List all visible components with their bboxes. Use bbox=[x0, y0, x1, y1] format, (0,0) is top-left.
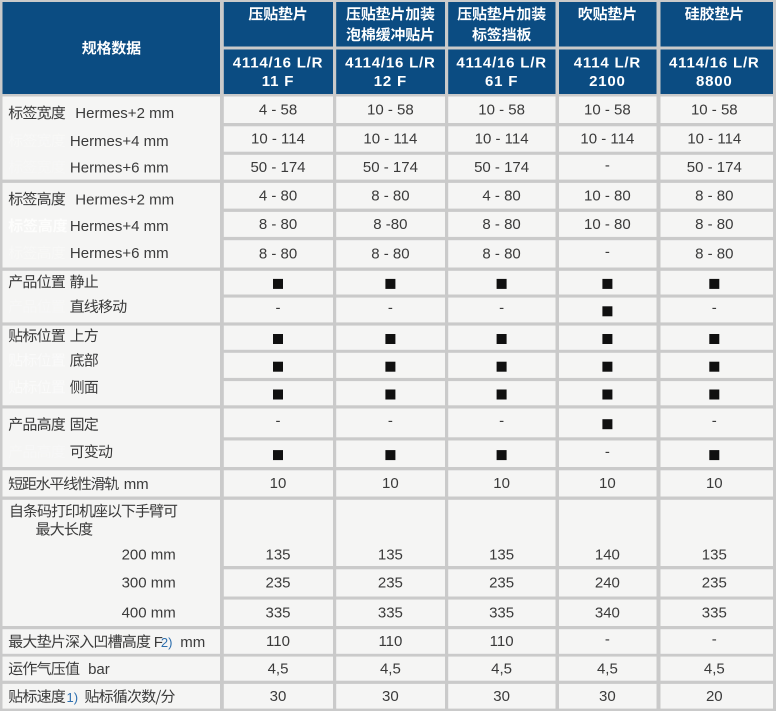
svg-text:61 F: 61 F bbox=[485, 73, 518, 90]
svg-text:4 - 80: 4 - 80 bbox=[259, 187, 297, 204]
svg-text:110: 110 bbox=[490, 633, 514, 650]
svg-text:235: 235 bbox=[378, 575, 403, 592]
svg-text:235: 235 bbox=[702, 575, 727, 592]
svg-text:110: 110 bbox=[378, 633, 402, 650]
svg-text:-: - bbox=[499, 300, 504, 317]
svg-text:12 F: 12 F bbox=[374, 73, 407, 90]
svg-text:110: 110 bbox=[266, 633, 290, 650]
svg-text:4114/16 L/R: 4114/16 L/R bbox=[669, 54, 760, 71]
svg-text:Hermes+4 mm: Hermes+4 mm bbox=[70, 218, 169, 235]
svg-text:-: - bbox=[712, 631, 717, 648]
svg-text:8 - 80: 8 - 80 bbox=[482, 216, 520, 233]
svg-text:10 - 58: 10 - 58 bbox=[367, 101, 414, 118]
svg-text:10 - 58: 10 - 58 bbox=[478, 101, 525, 118]
svg-text:30: 30 bbox=[493, 688, 510, 705]
svg-text:50 - 174: 50 - 174 bbox=[687, 159, 742, 176]
svg-text:340: 340 bbox=[595, 604, 620, 621]
svg-text:F: F bbox=[154, 634, 163, 651]
svg-text:4,5: 4,5 bbox=[380, 660, 401, 677]
svg-text:10 - 58: 10 - 58 bbox=[584, 101, 631, 118]
svg-text:8 - 80: 8 - 80 bbox=[695, 216, 733, 233]
svg-text:30: 30 bbox=[270, 688, 287, 705]
svg-text:10: 10 bbox=[382, 475, 399, 492]
svg-text:-: - bbox=[388, 300, 393, 317]
svg-text:4114/16 L/R: 4114/16 L/R bbox=[456, 54, 547, 71]
svg-text:135: 135 bbox=[378, 547, 403, 564]
svg-text:10 - 80: 10 - 80 bbox=[584, 216, 631, 233]
svg-text:mm: mm bbox=[180, 634, 205, 651]
svg-text:10 - 114: 10 - 114 bbox=[363, 131, 417, 148]
svg-text:8 - 80: 8 - 80 bbox=[371, 245, 409, 262]
svg-text:-: - bbox=[499, 413, 504, 430]
svg-text:8 - 80: 8 - 80 bbox=[695, 245, 733, 262]
svg-text:20: 20 bbox=[706, 688, 723, 705]
svg-text:-: - bbox=[605, 157, 610, 174]
svg-text:8800: 8800 bbox=[696, 73, 733, 90]
svg-text:4,5: 4,5 bbox=[268, 660, 289, 677]
svg-text:30: 30 bbox=[382, 688, 399, 705]
svg-text:10 - 114: 10 - 114 bbox=[251, 131, 305, 148]
svg-text:300 mm: 300 mm bbox=[122, 575, 176, 592]
svg-text:8 - 80: 8 - 80 bbox=[482, 245, 520, 262]
svg-text:8 - 80: 8 - 80 bbox=[695, 187, 733, 204]
svg-text:4114/16 L/R: 4114/16 L/R bbox=[233, 54, 324, 71]
svg-text:10 - 80: 10 - 80 bbox=[584, 187, 631, 204]
svg-text:bar: bar bbox=[88, 661, 110, 678]
svg-text:Hermes+6 mm: Hermes+6 mm bbox=[70, 245, 169, 262]
svg-text:Hermes+2 mm: Hermes+2 mm bbox=[75, 105, 174, 122]
svg-text:11 F: 11 F bbox=[262, 73, 294, 90]
svg-text:-: - bbox=[605, 244, 610, 261]
svg-text:10 - 114: 10 - 114 bbox=[687, 131, 741, 148]
svg-text:140: 140 bbox=[595, 547, 620, 564]
svg-text:8 -80: 8 -80 bbox=[373, 216, 407, 233]
svg-text:-: - bbox=[276, 300, 281, 317]
svg-text:4,5: 4,5 bbox=[491, 660, 512, 677]
svg-text:335: 335 bbox=[702, 604, 727, 621]
svg-text:4 - 58: 4 - 58 bbox=[259, 101, 297, 118]
svg-text:135: 135 bbox=[489, 547, 514, 564]
svg-text:2): 2) bbox=[161, 635, 173, 650]
svg-text:10 - 114: 10 - 114 bbox=[580, 131, 634, 148]
svg-text:135: 135 bbox=[702, 547, 727, 564]
svg-text:335: 335 bbox=[378, 604, 403, 621]
svg-text:50 - 174: 50 - 174 bbox=[363, 159, 418, 176]
svg-text:1): 1) bbox=[67, 690, 79, 705]
svg-text:-: - bbox=[605, 443, 610, 460]
svg-text:4114/16 L/R: 4114/16 L/R bbox=[345, 54, 436, 71]
svg-text:335: 335 bbox=[489, 604, 514, 621]
svg-text:4,5: 4,5 bbox=[597, 660, 618, 677]
svg-text:335: 335 bbox=[265, 604, 290, 621]
svg-text:mm: mm bbox=[124, 476, 149, 493]
svg-text:10 - 58: 10 - 58 bbox=[691, 101, 738, 118]
svg-text:2100: 2100 bbox=[589, 73, 626, 90]
svg-text:235: 235 bbox=[265, 575, 290, 592]
svg-text:Hermes+6 mm: Hermes+6 mm bbox=[70, 159, 169, 176]
svg-text:8 - 80: 8 - 80 bbox=[259, 216, 297, 233]
svg-text:-: - bbox=[388, 413, 393, 430]
svg-text:50 - 174: 50 - 174 bbox=[474, 159, 529, 176]
svg-text:400 mm: 400 mm bbox=[122, 604, 176, 621]
svg-text:240: 240 bbox=[595, 575, 620, 592]
svg-text:Hermes+2 mm: Hermes+2 mm bbox=[75, 191, 174, 208]
svg-text:30: 30 bbox=[599, 688, 616, 705]
svg-text:-: - bbox=[276, 413, 281, 430]
svg-text:-: - bbox=[712, 413, 717, 430]
svg-text:8 - 80: 8 - 80 bbox=[259, 245, 297, 262]
svg-text:8 - 80: 8 - 80 bbox=[371, 187, 409, 204]
svg-text:-: - bbox=[605, 631, 610, 648]
svg-text:135: 135 bbox=[265, 547, 290, 564]
svg-text:50 - 174: 50 - 174 bbox=[250, 159, 305, 176]
svg-text:4,5: 4,5 bbox=[704, 660, 725, 677]
svg-text:10: 10 bbox=[493, 475, 510, 492]
svg-text:235: 235 bbox=[489, 575, 514, 592]
svg-text:4 - 80: 4 - 80 bbox=[482, 187, 520, 204]
svg-text:Hermes+4 mm: Hermes+4 mm bbox=[70, 133, 169, 150]
svg-text:4114 L/R: 4114 L/R bbox=[574, 54, 641, 71]
svg-text:10: 10 bbox=[270, 475, 287, 492]
svg-text:200 mm: 200 mm bbox=[122, 547, 176, 564]
svg-text:10: 10 bbox=[706, 475, 723, 492]
svg-text:-: - bbox=[712, 300, 717, 317]
svg-text:10: 10 bbox=[599, 475, 616, 492]
svg-text:10 - 114: 10 - 114 bbox=[475, 131, 529, 148]
